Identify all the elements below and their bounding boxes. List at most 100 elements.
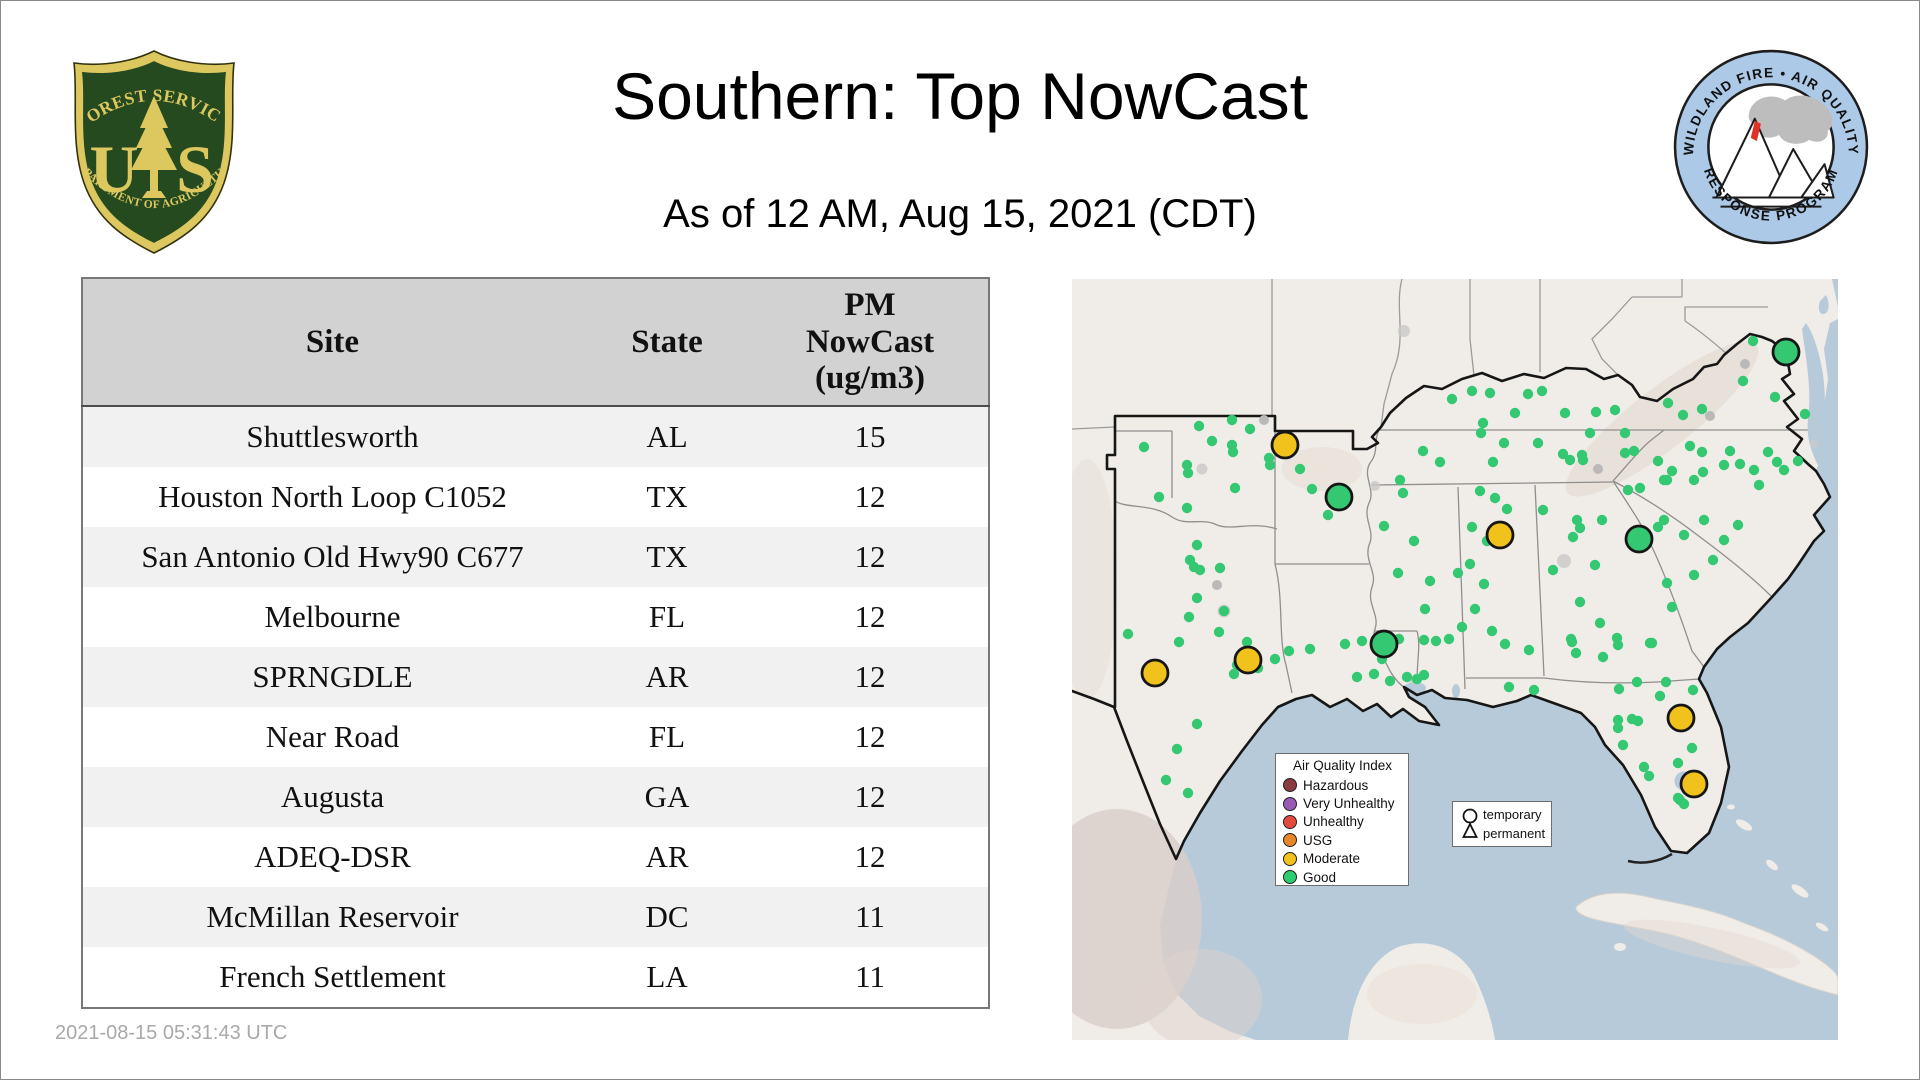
legend-item: USG <box>1283 831 1408 849</box>
top-nowcast-table: Site State PM NowCast (ug/m3) Shuttleswo… <box>81 277 990 1009</box>
good-site-dot <box>1799 408 1811 420</box>
site-cell: French Settlement <box>219 959 446 994</box>
good-site-dot <box>1417 445 1429 457</box>
good-site-dot <box>1564 454 1576 466</box>
good-site-dot <box>1687 684 1699 696</box>
aqi-legend-title: Air Quality Index <box>1292 758 1393 773</box>
good-site-dot <box>1419 603 1431 615</box>
legend-item-label: Good <box>1303 869 1337 885</box>
table-row: Shuttlesworth AL 15 <box>82 406 989 467</box>
good-site-dot <box>1672 792 1684 804</box>
good-site-dot <box>1489 492 1501 504</box>
good-site-dot <box>1617 739 1629 751</box>
good-site-dot <box>1384 675 1396 687</box>
good-site-dot <box>1597 651 1609 663</box>
top-site-marker <box>1771 337 1801 367</box>
good-site-dot <box>1619 427 1631 439</box>
good-site-dot <box>1466 385 1478 397</box>
good-site-dot <box>1737 375 1749 387</box>
good-site-dot <box>1612 639 1624 651</box>
state-cell: TX <box>646 539 688 574</box>
good-site-dot <box>1368 668 1380 680</box>
state-cell: TX <box>646 479 688 514</box>
table-row: Houston North Loop C1052 TX 12 <box>82 467 989 527</box>
aqi-map: Air Quality Index Hazardous Very Unhealth… <box>1072 279 1838 1040</box>
good-site-dot <box>1718 534 1730 546</box>
good-site-dot <box>1631 676 1643 688</box>
permanent-triangle-icon <box>1462 821 1478 838</box>
top-site-marker <box>1624 524 1654 554</box>
good-site-dot <box>1194 564 1206 576</box>
good-site-dot <box>1408 535 1420 547</box>
good-site-dot <box>1418 634 1430 646</box>
good-site-dot <box>1792 455 1804 467</box>
top-site-marker <box>1679 769 1709 799</box>
generated-timestamp: 2021-08-15 05:31:43 UTC <box>55 1022 288 1044</box>
good-site-dot <box>1183 611 1195 623</box>
good-site-dot <box>1734 458 1746 470</box>
table-row: SPRNGDLE AR 12 <box>82 647 989 707</box>
legend-color-swatch-icon <box>1283 814 1297 829</box>
good-site-dot <box>1753 479 1765 491</box>
state-cell: AL <box>646 419 688 454</box>
good-site-dot <box>1666 601 1678 613</box>
land-cuba <box>1575 892 1838 996</box>
good-site-dot <box>1294 463 1306 475</box>
good-site-dot <box>1652 521 1664 533</box>
good-site-dot <box>1478 578 1490 590</box>
good-site-dot <box>1644 637 1656 649</box>
map-canvas <box>1072 279 1838 1040</box>
no-data-site-dot <box>1593 464 1603 474</box>
good-site-dot <box>1634 482 1646 494</box>
good-site-dot <box>1452 567 1464 579</box>
good-site-dot <box>1688 474 1700 486</box>
good-site-dot <box>1475 427 1487 439</box>
good-site-dot <box>1322 509 1334 521</box>
good-site-dot <box>1446 393 1458 405</box>
good-site-dot <box>1688 569 1700 581</box>
good-site-dot <box>1666 465 1678 477</box>
table-row: Melbourne FL 12 <box>82 587 989 647</box>
florida-keys <box>1627 852 1673 864</box>
good-site-dot <box>1392 567 1404 579</box>
good-site-dot <box>1213 626 1225 638</box>
good-site-dot <box>1696 446 1708 458</box>
value-cell: 12 <box>854 479 886 514</box>
good-site-dot <box>1469 603 1481 615</box>
good-site-dot <box>1487 456 1499 468</box>
good-site-dot <box>1672 757 1684 769</box>
no-data-site-dot <box>1212 580 1222 590</box>
top-site-marker <box>1140 658 1170 688</box>
good-site-dot <box>1214 562 1226 574</box>
legend-item-label: USG <box>1303 832 1333 848</box>
good-site-dot <box>1638 761 1650 773</box>
region-boundary <box>1072 332 1832 861</box>
good-site-dot <box>1609 404 1621 416</box>
legend-item: Very Unhealthy <box>1283 794 1408 812</box>
good-site-dot <box>1661 577 1673 589</box>
good-site-dot <box>1567 531 1579 543</box>
legend-item: Good <box>1283 868 1408 886</box>
good-site-dot <box>1547 564 1559 576</box>
top-site-marker <box>1270 430 1300 460</box>
good-site-dot <box>1509 407 1521 419</box>
value-cell: 12 <box>854 839 886 874</box>
good-site-dot <box>1577 454 1589 466</box>
no-data-site-dot <box>1705 411 1715 421</box>
legend-color-swatch-icon <box>1283 796 1297 811</box>
good-site-dot <box>1283 645 1295 657</box>
good-site-dot <box>1418 669 1430 681</box>
state-cell: DC <box>645 899 689 934</box>
col-header-site: Site <box>82 278 582 407</box>
state-cell: LA <box>646 959 688 994</box>
site-cell: McMillan Reservoir <box>206 899 459 934</box>
good-site-dot <box>1678 529 1690 541</box>
good-site-dot <box>1698 514 1710 526</box>
good-site-dot <box>1574 596 1586 608</box>
aqi-legend-items: Hazardous Very Unhealthy Unhealthy USG Moder… <box>1283 776 1408 886</box>
good-site-dot <box>1643 770 1655 782</box>
good-site-dot <box>1557 448 1569 460</box>
good-site-dot <box>1351 671 1363 683</box>
fire-mark-icon <box>1750 120 1761 141</box>
good-site-dot <box>1589 559 1601 571</box>
